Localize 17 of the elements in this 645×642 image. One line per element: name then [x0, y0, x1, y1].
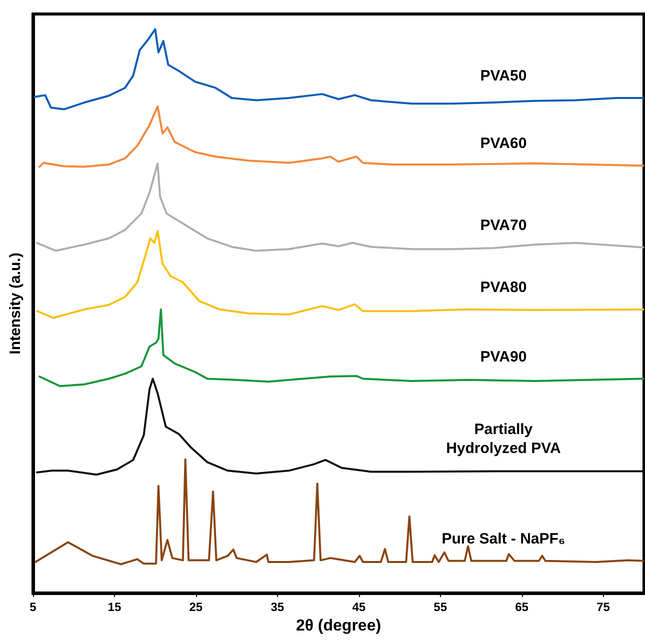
series-label: PVA70 — [480, 216, 527, 234]
series-label: Pure Salt - NaPF₆ — [442, 530, 566, 548]
x-tick-label: 45 — [352, 600, 366, 614]
series-label: Partially Hydrolyzed PVA — [446, 421, 562, 458]
series-label: PVA60 — [480, 135, 527, 152]
series-label: PVA80 — [480, 278, 527, 296]
x-axis-title: 2θ (degree) — [296, 617, 382, 634]
y-axis-title: Intensity (a.u.) — [7, 252, 24, 354]
x-tick-label: 5 — [30, 600, 37, 614]
x-tick-label: 15 — [108, 600, 122, 614]
x-tick-label: 35 — [270, 600, 284, 614]
x-tick-label: 75 — [596, 600, 610, 614]
x-tick-label: 65 — [515, 600, 529, 614]
series-label: PVA90 — [480, 348, 527, 366]
x-tick-label: 55 — [434, 600, 448, 614]
series-label: PVA50 — [480, 68, 527, 85]
x-tick-label: 25 — [189, 600, 203, 614]
